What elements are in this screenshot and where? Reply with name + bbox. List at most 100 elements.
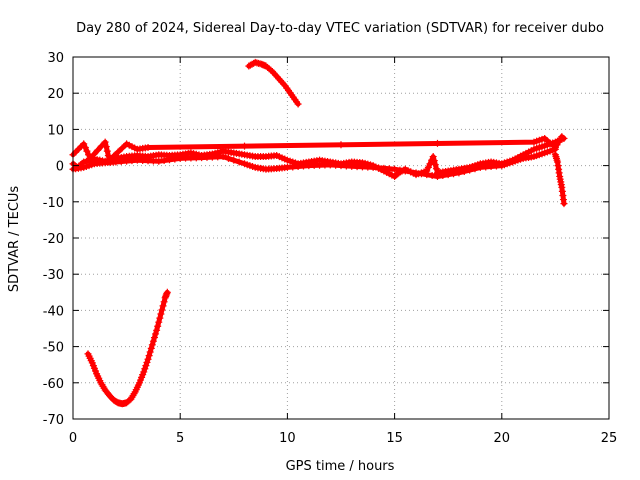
data-point: [426, 160, 434, 168]
data-point: [165, 156, 173, 164]
data-point: [153, 326, 161, 334]
data-point: [102, 143, 110, 151]
y-tick-label: -30: [43, 268, 64, 283]
chart-title: Day 280 of 2024, Sidereal Day-to-day VTE…: [76, 21, 604, 36]
data-point: [101, 138, 109, 146]
data-point: [80, 140, 88, 148]
data-point: [163, 288, 171, 296]
data-point: [401, 167, 409, 175]
data-point: [407, 168, 415, 176]
data-point: [433, 139, 441, 147]
data-point: [396, 166, 404, 174]
x-tick-label: 15: [386, 431, 403, 446]
data-point: [156, 314, 164, 322]
series-lower-arc: [84, 288, 171, 408]
data-point: [294, 100, 302, 108]
data-point: [219, 153, 227, 161]
data-point: [432, 165, 440, 173]
data-point: [147, 344, 155, 352]
y-tick-label: -60: [43, 377, 64, 392]
data-point: [83, 147, 91, 155]
data-point: [337, 141, 345, 149]
data-point: [81, 144, 89, 151]
y-tick-label: 0: [56, 160, 64, 175]
data-point: [460, 167, 468, 175]
x-tick-label: 0: [69, 431, 77, 446]
data-point: [431, 161, 439, 169]
y-tick-label: 20: [47, 87, 64, 102]
data-point: [142, 362, 150, 370]
data-point: [428, 172, 436, 180]
data-point: [466, 166, 474, 174]
y-tick-label: -20: [43, 232, 64, 247]
x-tick-label: 25: [601, 431, 618, 446]
data-point: [144, 355, 152, 363]
data-point: [444, 171, 452, 179]
data-point: [105, 156, 113, 164]
data-point: [149, 337, 157, 345]
data-point: [155, 157, 163, 165]
series-drop-end: [551, 151, 568, 208]
data-point: [267, 66, 275, 74]
data-point: [103, 147, 111, 155]
data-point: [158, 306, 166, 314]
data-point: [114, 148, 122, 156]
series-trace: [85, 289, 170, 407]
data-point: [235, 158, 243, 166]
data-point: [417, 170, 425, 178]
y-tick-label: 30: [47, 51, 64, 66]
data-point: [154, 322, 162, 330]
data-point: [152, 330, 160, 338]
data-point: [241, 142, 249, 150]
y-tick-label: -50: [43, 341, 64, 356]
data-point: [160, 157, 168, 165]
y-tick-label: -70: [43, 413, 64, 428]
data-point: [423, 171, 431, 179]
data-point: [230, 156, 238, 164]
data-point: [140, 368, 148, 376]
axis-ticks: 0 5 10 15 20 25 -70 -60 -50 -40 -30 -20 -10 0 10 20 30: [43, 51, 618, 446]
data-point: [155, 318, 163, 326]
data-point: [94, 146, 102, 154]
data-point: [150, 334, 158, 342]
series-rising-segments: [69, 133, 566, 164]
data-point: [412, 169, 420, 177]
data-point: [439, 172, 447, 180]
data-point: [145, 352, 153, 360]
data-point: [450, 170, 458, 178]
data-point: [141, 365, 149, 373]
data-point: [424, 163, 432, 171]
data-point: [118, 144, 126, 152]
y-tick-label: -10: [43, 196, 64, 211]
data-layer: [69, 58, 568, 408]
data-point: [429, 153, 437, 161]
data-point: [157, 310, 165, 318]
data-point: [430, 157, 438, 165]
y-axis-label: SDTVAR / TECUs: [7, 186, 22, 293]
data-point: [146, 348, 154, 356]
x-tick-label: 10: [279, 431, 296, 446]
series-band-lower: [69, 145, 559, 180]
x-tick-label: 5: [176, 431, 184, 446]
data-point: [171, 155, 179, 163]
data-point: [144, 144, 152, 151]
data-point: [455, 169, 463, 177]
data-point: [160, 298, 168, 306]
data-point: [143, 358, 151, 366]
data-point: [110, 152, 118, 160]
data-point: [148, 341, 156, 349]
x-axis-label: GPS time / hours: [286, 459, 395, 474]
data-point: [560, 200, 568, 208]
data-point: [558, 133, 566, 141]
data-point: [86, 154, 94, 162]
series-upper-arc: [245, 58, 302, 108]
data-point: [471, 165, 479, 173]
data-point: [224, 154, 232, 162]
data-point: [391, 165, 399, 173]
grid: [73, 57, 609, 419]
y-tick-label: 10: [47, 123, 64, 138]
data-point: [159, 302, 167, 310]
data-point: [433, 172, 441, 180]
x-tick-label: 20: [494, 431, 511, 446]
